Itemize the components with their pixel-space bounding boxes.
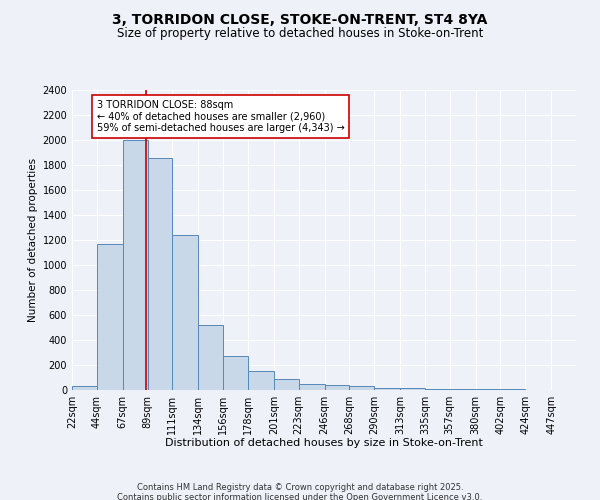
Text: Contains HM Land Registry data © Crown copyright and database right 2025.: Contains HM Land Registry data © Crown c… — [137, 482, 463, 492]
Bar — [97, 244, 123, 390]
Text: Size of property relative to detached houses in Stoke-on-Trent: Size of property relative to detached ho… — [117, 28, 483, 40]
Bar — [123, 140, 148, 390]
Bar — [325, 385, 349, 390]
Bar — [425, 389, 450, 390]
Bar — [248, 371, 274, 390]
Y-axis label: Number of detached properties: Number of detached properties — [28, 158, 38, 322]
Bar — [349, 386, 374, 390]
Bar — [400, 388, 425, 390]
X-axis label: Distribution of detached houses by size in Stoke-on-Trent: Distribution of detached houses by size … — [165, 438, 483, 448]
Bar — [172, 235, 198, 390]
Text: 3 TORRIDON CLOSE: 88sqm
← 40% of detached houses are smaller (2,960)
59% of semi: 3 TORRIDON CLOSE: 88sqm ← 40% of detache… — [97, 100, 344, 133]
Bar — [72, 386, 97, 390]
Bar — [299, 384, 325, 390]
Bar — [198, 325, 223, 390]
Bar — [274, 379, 299, 390]
Text: Contains public sector information licensed under the Open Government Licence v3: Contains public sector information licen… — [118, 492, 482, 500]
Bar — [450, 389, 476, 390]
Text: 3, TORRIDON CLOSE, STOKE-ON-TRENT, ST4 8YA: 3, TORRIDON CLOSE, STOKE-ON-TRENT, ST4 8… — [112, 12, 488, 26]
Bar — [374, 388, 400, 390]
Bar — [148, 158, 172, 390]
Bar — [223, 356, 248, 390]
